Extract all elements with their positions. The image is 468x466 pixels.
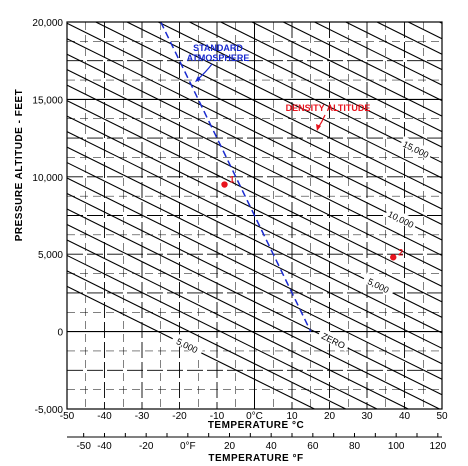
density-altitude-line — [158, 21, 443, 164]
x2-axis-label: TEMPERATURE °F — [208, 453, 303, 464]
x2-tick-label: 80 — [349, 441, 361, 452]
density-altitude-line — [66, 193, 443, 380]
standard-atmosphere-arrowhead — [195, 76, 201, 82]
density-altitude-line — [314, 21, 443, 86]
density-altitude-line — [66, 84, 443, 272]
x-tick-label: 30 — [361, 411, 373, 422]
standard-atmosphere-series — [160, 21, 312, 332]
density-altitude-line — [66, 223, 440, 410]
plot-frame — [66, 21, 443, 410]
x-tick-labels-celsius: -50 -40 -30 -20 -10 0°C 10 20 30 40 50 — [60, 411, 448, 422]
standard-atmosphere-line — [160, 21, 312, 332]
data-point — [221, 181, 228, 188]
standard-atmosphere-arrow — [196, 63, 213, 81]
y-axis-label: PRESSURE ALTITUDE - FEET — [14, 89, 25, 242]
density-curve-label: 5,000 — [366, 276, 391, 295]
x-tick-labels-fahrenheit: -50 -40 -20 0°F 20 40 60 80 100 120 — [67, 433, 447, 452]
density-altitude-line — [66, 115, 443, 303]
x-tick-label: -40 — [97, 411, 112, 422]
x2-tick-label: 40 — [266, 441, 278, 452]
density-altitude-line — [251, 21, 443, 117]
density-curve-label: 5,000 — [175, 336, 200, 355]
x2-tick-label: 20 — [224, 441, 236, 452]
x-axis-label: TEMPERATURE °C — [208, 420, 304, 431]
y-tick-label: -5,000 — [35, 405, 64, 416]
plot-border — [66, 21, 443, 410]
x2-tick-label: -50 — [76, 441, 91, 452]
density-altitude-label: DENSITY ALTITUDE — [286, 103, 371, 113]
density-altitude-line — [66, 146, 443, 334]
density-altitude-line — [66, 100, 443, 287]
y-tick-label: 0 — [57, 328, 63, 339]
curve-label-background — [362, 272, 396, 297]
density-altitude-line — [189, 21, 443, 148]
density-altitude-line — [66, 270, 346, 410]
x-tick-label: -10 — [210, 411, 225, 422]
x-tick-label: 20 — [324, 411, 336, 422]
density-altitude-line — [376, 21, 443, 55]
x2-tick-label: 60 — [307, 441, 319, 452]
curve-label-background — [170, 332, 205, 357]
x-tick-label: -20 — [172, 411, 187, 422]
density-altitude-line — [408, 21, 443, 40]
x2-tick-label: 0°F — [180, 441, 196, 452]
density-altitude-line — [95, 21, 443, 195]
y-tick-label: 20,000 — [32, 18, 63, 29]
data-point-label: 2 — [398, 247, 403, 257]
density-altitude-line — [283, 21, 443, 102]
x-tick-label: -50 — [60, 411, 75, 422]
density-altitude-arrowhead — [316, 124, 321, 131]
density-altitude-line — [66, 69, 443, 256]
x2-tick-label: -20 — [139, 441, 154, 452]
density-altitude-line — [66, 254, 378, 410]
curve-label-background — [384, 206, 419, 231]
x-tick-label: 0°C — [246, 411, 263, 422]
density-altitude-line — [66, 239, 409, 410]
x2-tick-label: 120 — [429, 441, 446, 452]
density-altitude-line — [66, 162, 443, 349]
density-altitude-line — [66, 208, 443, 396]
density-altitude-line — [345, 21, 443, 71]
x2-tick-label: 100 — [388, 441, 405, 452]
standard-atmosphere-label-line1: STANDARD — [193, 43, 243, 53]
density-altitude-line — [220, 21, 443, 133]
y-tick-labels: -5,000 0 5,000 10,000 15,000 20,000 — [32, 18, 63, 416]
density-altitude-lines — [66, 21, 443, 410]
data-point — [390, 254, 397, 261]
data-point-label: 1 — [230, 175, 235, 185]
y-tick-label: 15,000 — [32, 95, 63, 106]
standard-atmosphere-label-line2: ATMOSPHERE — [187, 53, 250, 63]
density-altitude-line — [66, 22, 443, 210]
x-tick-label: -30 — [135, 411, 150, 422]
curve-label-background — [399, 136, 434, 161]
y-tick-label: 10,000 — [32, 173, 63, 184]
y-tick-label: 5,000 — [38, 250, 63, 261]
x-tick-label: 50 — [436, 411, 448, 422]
x-tick-label: 10 — [286, 411, 298, 422]
density-altitude-line — [126, 21, 443, 179]
density-altitude-line — [66, 177, 443, 365]
curve-label-background — [317, 327, 351, 352]
density-altitude-line — [66, 53, 443, 241]
x2-tick-label: -40 — [97, 441, 112, 452]
density-altitude-line — [66, 38, 443, 225]
data-points: 12 — [221, 175, 403, 261]
x-tick-label: 40 — [399, 411, 411, 422]
